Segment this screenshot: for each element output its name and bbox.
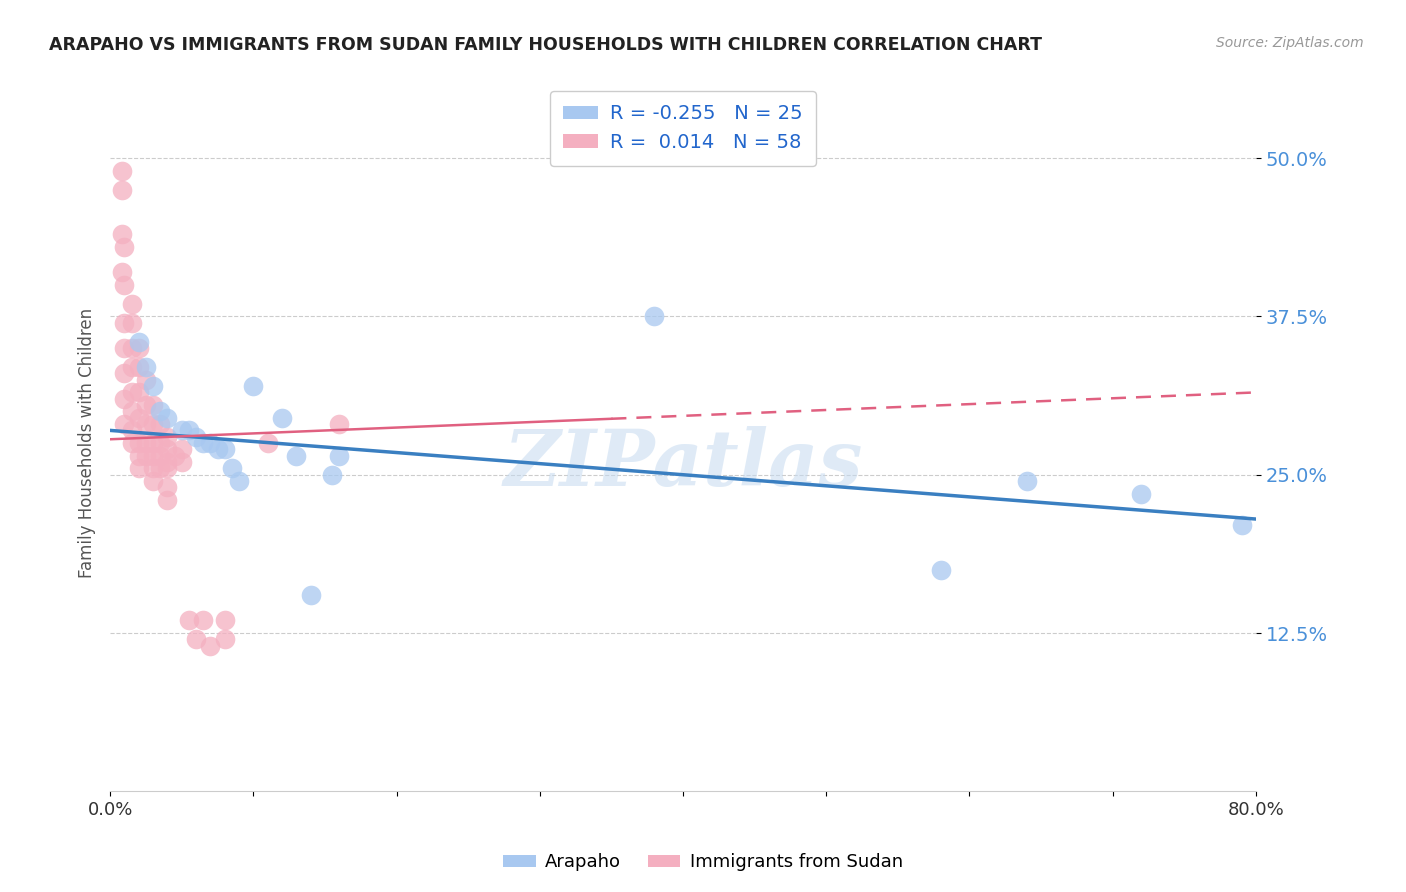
Point [184, 632, 207, 647]
Point [114, 316, 136, 330]
Point [110, 265, 132, 279]
Point [328, 417, 350, 431]
Point [110, 227, 132, 241]
Point [114, 240, 136, 254]
Point [114, 417, 136, 431]
Point [156, 430, 179, 444]
Point [142, 398, 165, 412]
Point [128, 410, 150, 425]
Point [149, 417, 172, 431]
Point [149, 436, 172, 450]
Point [121, 297, 143, 311]
Point [128, 385, 150, 400]
Point [184, 430, 207, 444]
Point [121, 316, 143, 330]
Point [135, 398, 157, 412]
Y-axis label: Family Households with Children: Family Households with Children [79, 308, 96, 578]
Point [114, 277, 136, 292]
Point [149, 404, 172, 418]
Point [135, 373, 157, 387]
Legend: Arapaho, Immigrants from Sudan: Arapaho, Immigrants from Sudan [496, 847, 910, 879]
Point [121, 341, 143, 355]
Point [128, 436, 150, 450]
Point [929, 563, 952, 577]
Point [128, 461, 150, 475]
Point [177, 424, 200, 438]
Point [149, 449, 172, 463]
Point [193, 613, 215, 627]
Point [221, 461, 243, 475]
Point [156, 480, 179, 494]
Point [214, 632, 236, 647]
Point [135, 436, 157, 450]
Point [200, 436, 222, 450]
Point [142, 379, 165, 393]
Point [135, 449, 157, 463]
Point [1015, 474, 1038, 488]
Point [114, 392, 136, 406]
Point [242, 379, 264, 393]
Point [156, 410, 179, 425]
Point [170, 442, 193, 457]
Point [299, 588, 322, 602]
Point [271, 410, 294, 425]
Point [121, 385, 143, 400]
Point [156, 442, 179, 457]
Point [114, 341, 136, 355]
Point [142, 417, 165, 431]
Point [128, 334, 150, 349]
Point [142, 474, 165, 488]
Point [228, 474, 250, 488]
Point [156, 461, 179, 475]
Point [156, 455, 179, 469]
Point [207, 442, 229, 457]
Point [214, 442, 236, 457]
Point [170, 455, 193, 469]
Point [643, 310, 665, 324]
Point [200, 639, 222, 653]
Point [177, 613, 200, 627]
Point [149, 461, 172, 475]
Point [285, 449, 308, 463]
Point [142, 461, 165, 475]
Point [114, 367, 136, 381]
Point [128, 341, 150, 355]
Point [128, 360, 150, 375]
Legend: R = -0.255   N = 25, R =  0.014   N = 58: R = -0.255 N = 25, R = 0.014 N = 58 [550, 91, 817, 166]
Point [121, 404, 143, 418]
Point [135, 417, 157, 431]
Point [128, 449, 150, 463]
Text: ARAPAHO VS IMMIGRANTS FROM SUDAN FAMILY HOUSEHOLDS WITH CHILDREN CORRELATION CHA: ARAPAHO VS IMMIGRANTS FROM SUDAN FAMILY … [49, 36, 1042, 54]
Point [328, 449, 350, 463]
Point [121, 360, 143, 375]
Point [110, 163, 132, 178]
Point [321, 467, 343, 482]
Point [135, 360, 157, 375]
Point [156, 493, 179, 508]
Point [256, 436, 278, 450]
Point [121, 424, 143, 438]
Text: Source: ZipAtlas.com: Source: ZipAtlas.com [1216, 36, 1364, 50]
Point [1130, 486, 1153, 500]
Point [142, 436, 165, 450]
Point [121, 436, 143, 450]
Point [1230, 518, 1253, 533]
Point [214, 613, 236, 627]
Point [142, 449, 165, 463]
Point [163, 449, 186, 463]
Point [170, 424, 193, 438]
Point [193, 436, 215, 450]
Point [110, 183, 132, 197]
Text: ZIPatlas: ZIPatlas [503, 425, 863, 502]
